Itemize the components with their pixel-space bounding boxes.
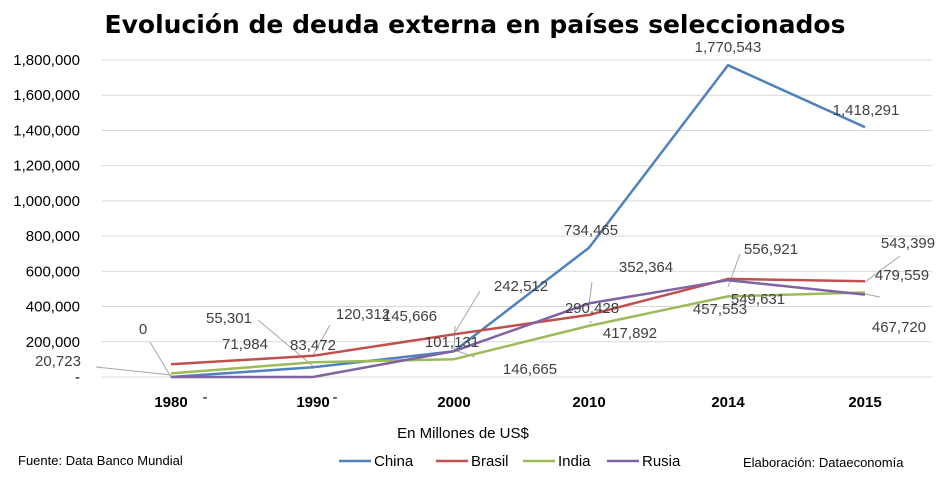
data-label-china: 145,666 (383, 308, 437, 325)
dash-mark: - (203, 389, 208, 406)
legend-label-china: China (374, 453, 414, 470)
leader-line (149, 341, 172, 378)
y-tick-label: 600,000 (26, 263, 80, 280)
y-axis: - 200,000 400,000 600,000 800,000 1,000,000 1,… (13, 52, 80, 386)
leader-line (864, 255, 901, 283)
data-label-china: 55,301 (206, 310, 252, 327)
label-leader-lines (95, 253, 901, 378)
data-label-india: 20,723 (35, 353, 81, 370)
gridlines (102, 59, 932, 378)
data-label-rusia: 467,720 (872, 319, 926, 336)
y-tick-label: 1,600,000 (13, 87, 80, 104)
x-tick-label: 2000 (437, 394, 470, 411)
series-line-brasil (170, 277, 866, 366)
y-tick-label: 200,000 (26, 334, 80, 351)
data-label-brasil: 543,399 (881, 235, 935, 252)
data-label-india: 101,131 (425, 334, 479, 351)
data-label-brasil: 120,312 (336, 306, 390, 323)
data-label-india: 290,428 (565, 300, 619, 317)
data-label-china: 1,418,291 (833, 102, 900, 119)
y-tick-label: 800,000 (26, 228, 80, 245)
data-label-brasil: 71,984 (222, 336, 268, 353)
leader-line (588, 281, 593, 306)
data-label-china: 0 (139, 321, 147, 338)
series-line-rusia (171, 278, 866, 379)
legend-label-brasil: Brasil (471, 453, 509, 470)
data-label-india: 479,559 (875, 267, 929, 284)
y-tick-label: 1,800,000 (13, 52, 80, 69)
y-tick-label: 400,000 (26, 299, 80, 316)
leader-line (864, 293, 881, 298)
x-tick-label: 1990 (296, 394, 329, 411)
y-tick-label: - (75, 369, 80, 386)
y-tick-label: 1,400,000 (13, 122, 80, 139)
dash-mark: - (333, 389, 338, 406)
x-axis-title: En Millones de US$ (397, 425, 529, 442)
data-label-rusia: 146,665 (503, 361, 557, 378)
data-label-china: 1,770,543 (695, 39, 762, 56)
y-tick-label: 1,200,000 (13, 158, 80, 175)
legend-label-rusia: Rusia (642, 453, 681, 470)
leader-line (453, 325, 456, 352)
data-label-rusia: 549,631 (731, 291, 785, 308)
data-label-india: 457,553 (693, 301, 747, 318)
x-axis: 1980 1990 2000 2010 2014 2015 - - (154, 389, 881, 411)
x-tick-label: 2010 (572, 394, 605, 411)
legend: China Brasil India Rusia (339, 453, 681, 470)
leader-line (95, 366, 172, 376)
series-line-india (170, 291, 866, 375)
data-label-brasil: 556,921 (744, 241, 798, 258)
chart-title: Evolución de deuda externa en países sel… (105, 10, 846, 39)
source-note: Fuente: Data Banco Mundial (18, 453, 183, 468)
credit-note: Elaboración: Dataeconomía (743, 455, 904, 470)
x-tick-label: 1980 (154, 394, 187, 411)
data-labels: 0 55,301 145,666 734,465 1,770,543 1,418,291 7… (35, 39, 935, 378)
leader-line (257, 319, 314, 367)
legend-label-india: India (558, 453, 591, 470)
x-tick-label: 2015 (848, 394, 881, 411)
x-tick-label: 2014 (711, 394, 745, 411)
data-label-india: 83,472 (290, 337, 336, 354)
leader-line (312, 324, 331, 356)
leader-line (453, 290, 481, 335)
data-label-china: 734,465 (564, 222, 618, 239)
data-label-rusia: 417,892 (603, 325, 657, 342)
data-label-brasil: 242,512 (494, 278, 548, 295)
y-tick-label: 1,000,000 (13, 193, 80, 210)
series-lines (170, 63, 866, 379)
data-label-brasil: 352,364 (619, 259, 673, 276)
series-line-china (170, 63, 866, 379)
